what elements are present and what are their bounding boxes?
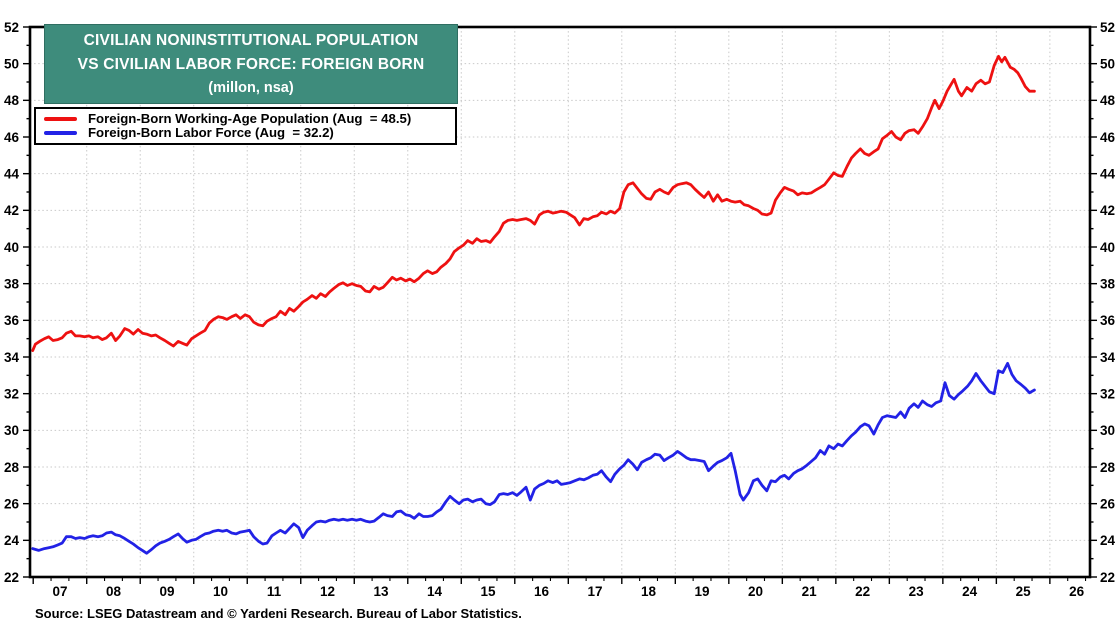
x-axis-label: 26 bbox=[1069, 584, 1085, 599]
series-line-0 bbox=[31, 54, 1036, 353]
y-axis-label-right: 32 bbox=[1100, 386, 1115, 401]
x-axis-label: 24 bbox=[962, 584, 978, 599]
x-axis-label: 13 bbox=[373, 584, 389, 599]
x-axis-label: 21 bbox=[802, 584, 818, 599]
x-axis-label: 18 bbox=[641, 584, 657, 599]
population-line-swatch bbox=[44, 117, 77, 121]
x-axis-label: 20 bbox=[748, 584, 763, 599]
y-axis-label-left: 34 bbox=[4, 350, 20, 365]
x-axis-label: 12 bbox=[320, 584, 335, 599]
legend-label-population: Foreign-Born Working-Age Population (Aug… bbox=[88, 111, 412, 126]
y-axis-label-right: 50 bbox=[1100, 56, 1115, 71]
legend-box: Foreign-Born Working-Age Population (Aug… bbox=[34, 107, 457, 145]
y-axis-label-right: 28 bbox=[1100, 460, 1116, 475]
series-lines bbox=[31, 54, 1036, 555]
y-axis-label-right: 44 bbox=[1100, 166, 1116, 181]
x-axis-label: 10 bbox=[213, 584, 228, 599]
y-axis-label-left: 24 bbox=[4, 533, 20, 548]
y-axis-label-left: 30 bbox=[4, 423, 19, 438]
y-axis-label-left: 26 bbox=[4, 496, 20, 511]
x-axis-label: 19 bbox=[695, 584, 710, 599]
y-axis-label-left: 48 bbox=[4, 93, 20, 108]
y-axis-label-right: 52 bbox=[1100, 20, 1115, 35]
y-axis-label-right: 48 bbox=[1100, 93, 1116, 108]
chart-title-line-2: VS CIVILIAN LABOR FORCE: FOREIGN BORN bbox=[77, 56, 425, 73]
y-axis-label-right: 38 bbox=[1100, 276, 1116, 291]
y-axis-label-left: 36 bbox=[4, 313, 20, 328]
x-axis-label: 14 bbox=[427, 584, 443, 599]
y-axis-label-right: 34 bbox=[1100, 350, 1116, 365]
axis-labels: 22 22 24 24 26 26 28 28 30 30 32 32 34 34 36 36 38 38 40 40… bbox=[4, 20, 1116, 599]
y-axis-label-left: 50 bbox=[4, 56, 19, 71]
y-axis-label-left: 40 bbox=[4, 240, 19, 255]
y-axis-label-right: 40 bbox=[1100, 240, 1115, 255]
chart-title-line-1: CIVILIAN NONINSTITUTIONAL POPULATION bbox=[83, 32, 419, 49]
labor-force-line-swatch bbox=[44, 131, 77, 135]
y-axis-label-right: 42 bbox=[1100, 203, 1115, 218]
y-axis-label-right: 24 bbox=[1100, 533, 1116, 548]
legend-item-labor-force: Foreign-Born Labor Force (Aug = 32.2) bbox=[44, 126, 449, 140]
x-axis-label: 08 bbox=[106, 584, 122, 599]
y-axis-label-left: 28 bbox=[4, 460, 20, 475]
legend-label-labor-force: Foreign-Born Labor Force (Aug = 32.2) bbox=[88, 125, 334, 140]
series-line-1 bbox=[31, 361, 1036, 555]
x-axis-label: 15 bbox=[481, 584, 497, 599]
y-axis-label-right: 30 bbox=[1100, 423, 1115, 438]
chart-subtitle: (millon, nsa) bbox=[208, 80, 294, 96]
y-axis-label-left: 32 bbox=[4, 386, 19, 401]
y-axis-label-left: 46 bbox=[4, 130, 20, 145]
y-axis-label-right: 22 bbox=[1100, 570, 1115, 585]
chart-title-box: CIVILIAN NONINSTITUTIONAL POPULATION VS … bbox=[44, 24, 458, 104]
legend-item-working-age-population: Foreign-Born Working-Age Population (Aug… bbox=[44, 112, 449, 126]
source-note: Source: LSEG Datastream and © Yardeni Re… bbox=[35, 606, 522, 621]
x-axis-label: 09 bbox=[159, 584, 174, 599]
axis-ticks bbox=[23, 26, 1097, 584]
x-axis-label: 11 bbox=[267, 584, 282, 599]
x-axis-label: 23 bbox=[909, 584, 925, 599]
x-axis-label: 16 bbox=[534, 584, 550, 599]
y-axis-label-left: 44 bbox=[4, 166, 20, 181]
x-axis-label: 17 bbox=[588, 584, 603, 599]
y-axis-label-right: 26 bbox=[1100, 496, 1116, 511]
x-axis-label: 25 bbox=[1016, 584, 1032, 599]
y-axis-label-right: 36 bbox=[1100, 313, 1116, 328]
y-axis-label-left: 52 bbox=[4, 20, 19, 35]
x-axis-label: 07 bbox=[52, 584, 67, 599]
y-axis-label-left: 42 bbox=[4, 203, 19, 218]
x-axis-label: 22 bbox=[855, 584, 870, 599]
y-axis-label-left: 38 bbox=[4, 276, 20, 291]
y-axis-label-left: 22 bbox=[4, 570, 19, 585]
y-axis-label-right: 46 bbox=[1100, 130, 1116, 145]
